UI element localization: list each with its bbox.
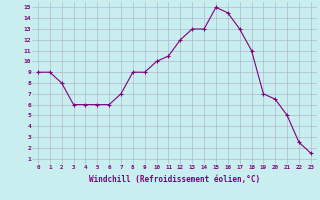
X-axis label: Windchill (Refroidissement éolien,°C): Windchill (Refroidissement éolien,°C) <box>89 175 260 184</box>
